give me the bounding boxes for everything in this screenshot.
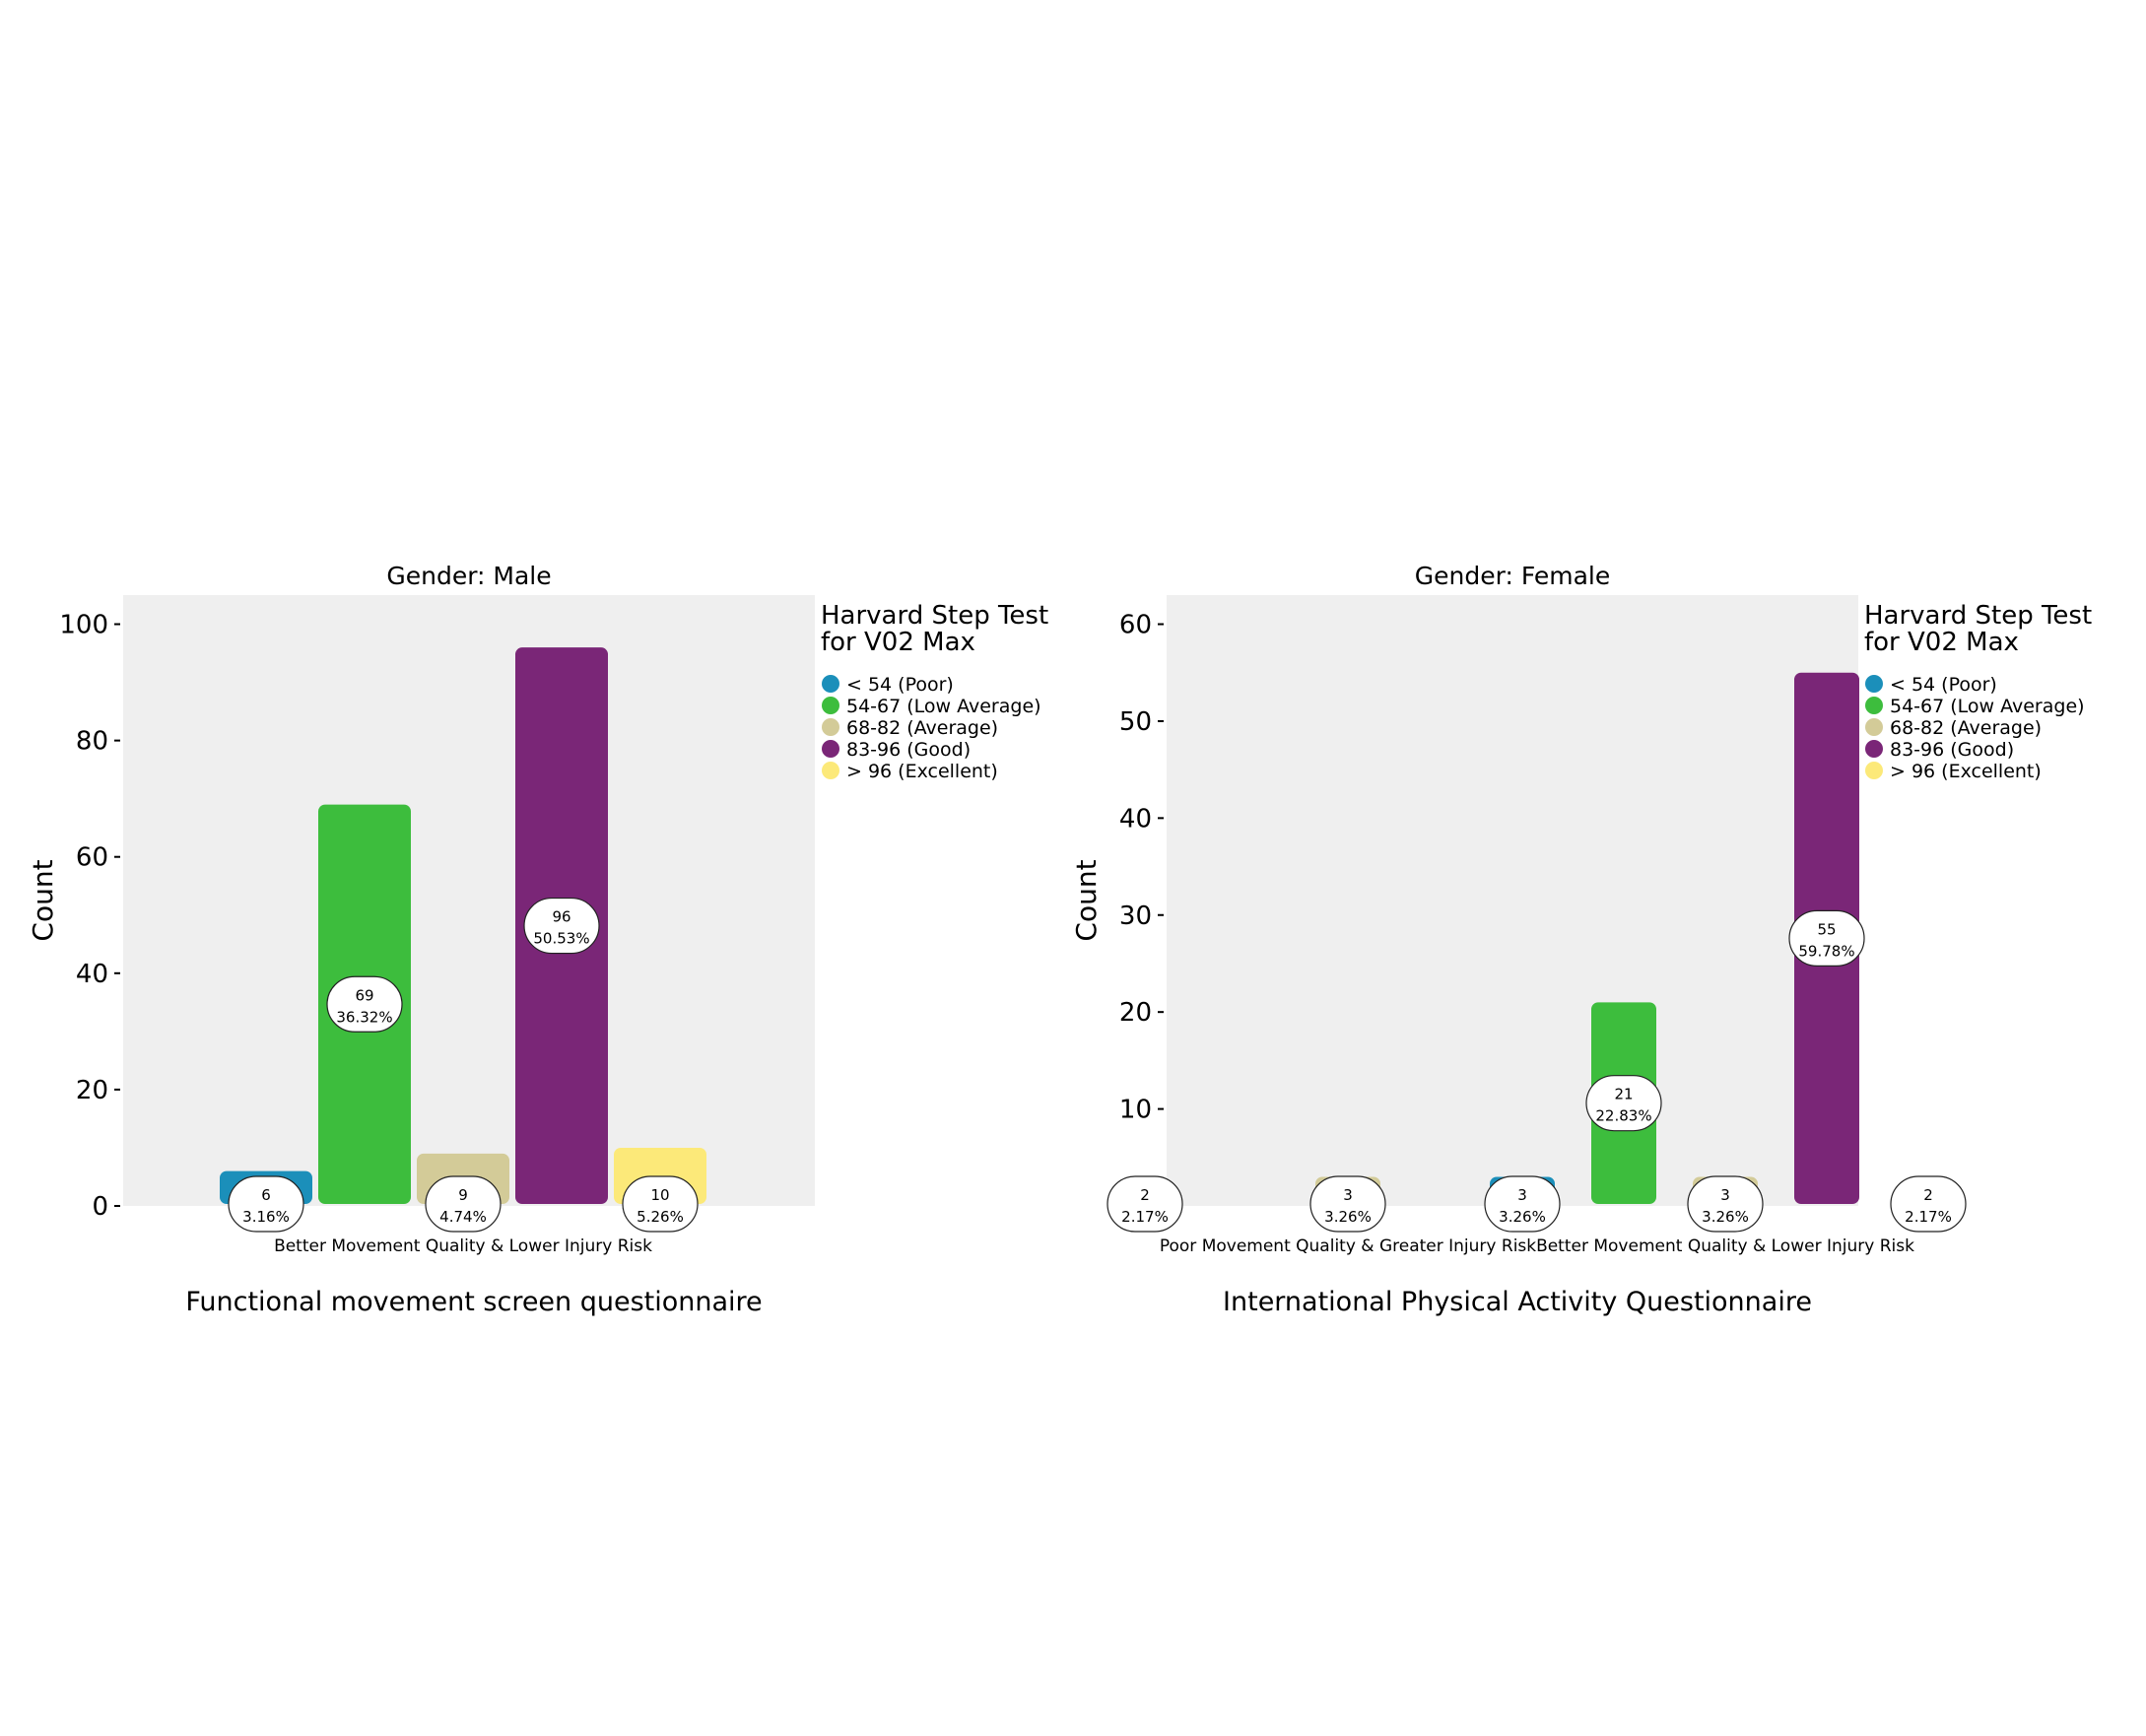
data-label-percent: 2.17% bbox=[1121, 1208, 1169, 1226]
legend-title-line2: for V02 Max bbox=[1864, 628, 2019, 657]
legend-key-68-82-average bbox=[822, 718, 839, 736]
y-tick-label: 20 bbox=[76, 1076, 108, 1105]
x-category-label: Better Movement Quality & Lower Injury R… bbox=[1536, 1236, 1914, 1256]
legend-label: 68-82 (Average) bbox=[1890, 717, 2042, 739]
legend-title-line1: Harvard Step Test bbox=[1864, 601, 2092, 631]
data-label-count: 96 bbox=[552, 908, 570, 926]
data-label-percent: 5.26% bbox=[637, 1208, 684, 1226]
data-label-count: 10 bbox=[650, 1186, 669, 1204]
data-label-bubble bbox=[622, 1175, 699, 1233]
data-label-bubble bbox=[425, 1175, 502, 1233]
legend-label: 83-96 (Good) bbox=[1890, 739, 2014, 761]
data-label-percent: 50.53% bbox=[533, 930, 589, 948]
data-label-bubble bbox=[523, 897, 600, 955]
data-label-count: 21 bbox=[1614, 1086, 1633, 1103]
legend-key-96-excellent bbox=[822, 762, 839, 779]
data-label-count: 69 bbox=[355, 986, 373, 1004]
data-label-bubble bbox=[1585, 1075, 1662, 1132]
legend-label: 83-96 (Good) bbox=[846, 739, 971, 761]
data-label-percent: 36.32% bbox=[336, 1008, 392, 1026]
legend-label: 54-67 (Low Average) bbox=[846, 696, 1041, 717]
x-category-label: Better Movement Quality & Lower Injury R… bbox=[274, 1236, 652, 1256]
data-label-percent: 3.26% bbox=[1324, 1208, 1372, 1226]
data-label-percent: 3.26% bbox=[1499, 1208, 1546, 1226]
data-label-count: 6 bbox=[261, 1186, 271, 1204]
y-axis-title: Count bbox=[1070, 859, 1103, 941]
data-label-percent: 59.78% bbox=[1798, 942, 1854, 960]
plot-background bbox=[1167, 595, 1858, 1206]
data-label-bubble bbox=[1309, 1175, 1386, 1233]
data-label-count: 3 bbox=[1517, 1186, 1527, 1204]
data-label-bubble bbox=[1687, 1175, 1764, 1233]
legend-key-83-96-good bbox=[1865, 740, 1883, 758]
data-label-count: 9 bbox=[458, 1186, 468, 1204]
legend-key-83-96-good bbox=[822, 740, 839, 758]
legend-title-line2: for V02 Max bbox=[821, 628, 975, 657]
legend-key-54-67-low-average bbox=[822, 697, 839, 714]
x-category-label: Poor Movement Quality & Greater Injury R… bbox=[1160, 1236, 1536, 1256]
data-label-bubble bbox=[326, 975, 403, 1033]
data-label-percent: 22.83% bbox=[1595, 1107, 1651, 1125]
y-axis-title: Count bbox=[27, 859, 59, 941]
data-label-count: 55 bbox=[1817, 920, 1836, 938]
legend-label: < 54 (Poor) bbox=[1890, 674, 1997, 696]
y-tick-label: 80 bbox=[76, 727, 108, 757]
data-label-bubble bbox=[1107, 1175, 1183, 1233]
data-label-bubble bbox=[1788, 909, 1865, 967]
data-label-percent: 3.16% bbox=[242, 1208, 290, 1226]
data-label-bubble bbox=[1890, 1175, 1967, 1233]
y-tick-label: 60 bbox=[76, 843, 108, 873]
y-tick-label: 0 bbox=[92, 1192, 108, 1222]
legend-key-68-82-average bbox=[1865, 718, 1883, 736]
data-label-percent: 4.74% bbox=[439, 1208, 487, 1226]
legend-key-96-excellent bbox=[1865, 762, 1883, 779]
y-tick-label: 40 bbox=[1119, 804, 1152, 834]
legend-title-line1: Harvard Step Test bbox=[821, 601, 1048, 631]
data-label-bubble bbox=[228, 1175, 304, 1233]
legend-label: 68-82 (Average) bbox=[846, 717, 998, 739]
legend-key-54-poor bbox=[822, 675, 839, 693]
data-label-count: 2 bbox=[1923, 1186, 1933, 1204]
panel-title: Gender: Male bbox=[386, 562, 551, 590]
y-tick-label: 60 bbox=[1119, 611, 1152, 640]
male-panel: Gender: Male 0 20 40 60 80 100 Count Better Move… bbox=[27, 562, 1048, 1317]
y-tick-label: 100 bbox=[59, 611, 108, 640]
legend-label: > 96 (Excellent) bbox=[1890, 761, 2042, 782]
legend-label: 54-67 (Low Average) bbox=[1890, 696, 2085, 717]
panel-title: Gender: Female bbox=[1415, 562, 1610, 590]
legend-label: > 96 (Excellent) bbox=[846, 761, 998, 782]
legend-label: < 54 (Poor) bbox=[846, 674, 954, 696]
plot-background bbox=[123, 595, 815, 1206]
data-label-count: 3 bbox=[1343, 1186, 1353, 1204]
y-tick-label: 10 bbox=[1119, 1096, 1152, 1125]
y-tick-label: 20 bbox=[1119, 998, 1152, 1028]
data-label-percent: 3.26% bbox=[1702, 1208, 1749, 1226]
y-tick-label: 40 bbox=[76, 960, 108, 989]
data-label-count: 3 bbox=[1720, 1186, 1730, 1204]
female-panel: Gender: Female0102030405060CountPoor Mov… bbox=[1070, 562, 2092, 1317]
data-label-bubble bbox=[1484, 1175, 1561, 1233]
legend-key-54-poor bbox=[1865, 675, 1883, 693]
y-tick-label: 30 bbox=[1119, 901, 1152, 931]
data-label-percent: 2.17% bbox=[1905, 1208, 1952, 1226]
legend-key-54-67-low-average bbox=[1865, 697, 1883, 714]
y-tick-label: 50 bbox=[1119, 707, 1152, 737]
x-axis-title: International Physical Activity Question… bbox=[1223, 1287, 1812, 1317]
x-axis-title: Functional movement screen questionnaire bbox=[185, 1287, 762, 1317]
data-label-count: 2 bbox=[1140, 1186, 1150, 1204]
